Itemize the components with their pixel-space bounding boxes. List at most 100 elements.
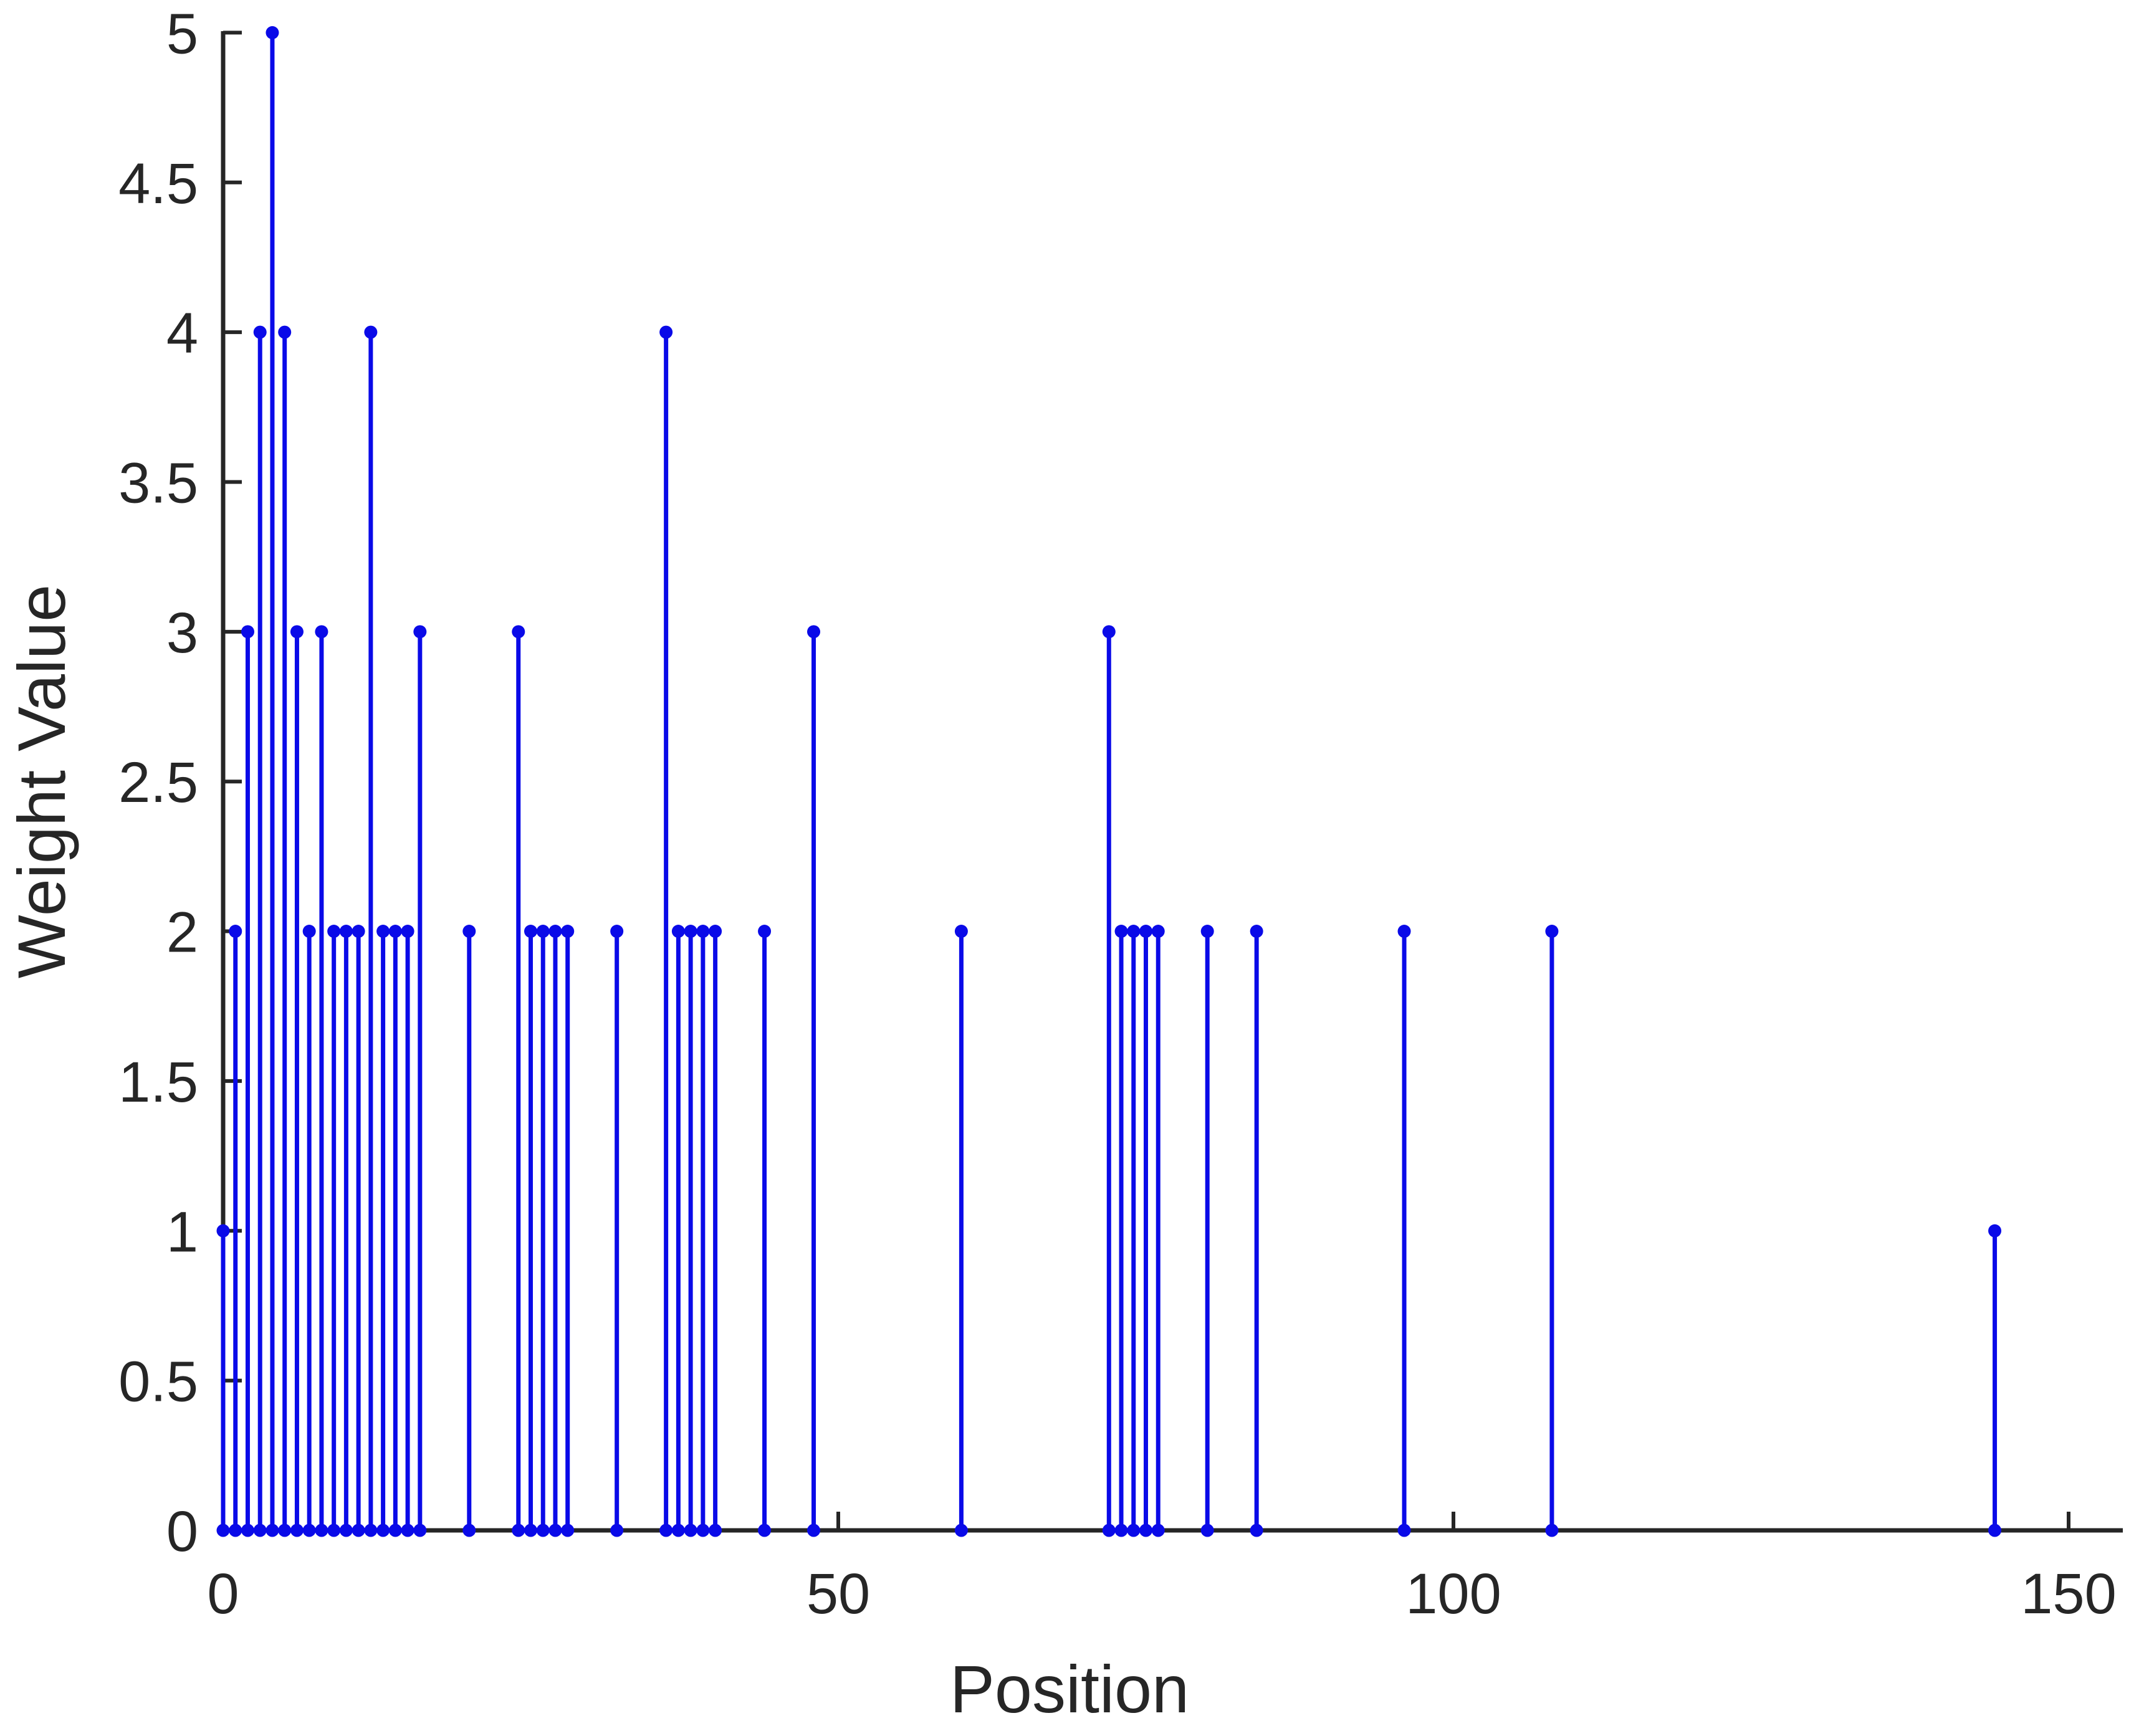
stem-base-marker — [364, 1524, 378, 1537]
y-tick-label: 4 — [166, 302, 198, 365]
stem-base-marker — [376, 1524, 390, 1537]
stem-base-marker — [1102, 1524, 1116, 1537]
stem-base-marker — [241, 1524, 254, 1537]
stem-base-marker — [709, 1524, 722, 1537]
stem-top-marker — [401, 925, 414, 938]
stem-top-marker — [364, 325, 378, 339]
stem-top-marker — [709, 925, 722, 938]
stem-top-marker — [1200, 925, 1214, 938]
stem-base-marker — [807, 1524, 821, 1537]
stem-base-marker — [401, 1524, 414, 1537]
stem-base-marker — [1200, 1524, 1214, 1537]
stem-top-marker — [512, 625, 525, 639]
stem-top-marker — [524, 925, 537, 938]
y-tick-label: 3 — [166, 601, 198, 665]
stem-top-marker — [1127, 925, 1141, 938]
stem-base-marker — [339, 1524, 353, 1537]
stem-base-marker — [462, 1524, 476, 1537]
stem-base-marker — [536, 1524, 550, 1537]
y-tick-label: 1 — [166, 1200, 198, 1264]
stem-base-marker — [229, 1524, 242, 1537]
stem-base-marker — [758, 1524, 772, 1537]
stem-base-marker — [266, 1524, 279, 1537]
stem-base-marker — [684, 1524, 697, 1537]
stem-top-marker — [302, 925, 316, 938]
stem-top-marker — [684, 925, 697, 938]
x-tick-label: 100 — [1405, 1562, 1501, 1626]
stem-top-marker — [278, 325, 292, 339]
stem-base-marker — [290, 1524, 304, 1537]
stem-top-marker — [462, 925, 476, 938]
stem-base-marker — [278, 1524, 292, 1537]
stem-base-marker — [1139, 1524, 1152, 1537]
stem-top-marker — [388, 925, 402, 938]
stem-top-marker — [548, 925, 562, 938]
y-tick-label: 0 — [166, 1500, 198, 1563]
stem-top-marker — [954, 925, 968, 938]
stem-base-marker — [524, 1524, 537, 1537]
stem-series — [216, 26, 2002, 1537]
stem-base-marker — [315, 1524, 328, 1537]
stem-base-marker — [659, 1524, 673, 1537]
stem-top-marker — [241, 625, 254, 639]
stem-base-marker — [1151, 1524, 1165, 1537]
stem-top-marker — [561, 925, 575, 938]
x-axis-label: Position — [950, 1651, 1189, 1727]
stem-top-marker — [339, 925, 353, 938]
y-tick-label: 0.5 — [118, 1350, 198, 1414]
stem-top-marker — [1139, 925, 1152, 938]
stem-top-marker — [1545, 925, 1559, 938]
stem-top-marker — [758, 925, 772, 938]
stem-base-marker — [696, 1524, 710, 1537]
y-tick-label: 5 — [166, 2, 198, 65]
stem-base-marker — [216, 1524, 230, 1537]
stem-top-marker — [1988, 1224, 2002, 1238]
y-tick-label: 2.5 — [118, 751, 198, 814]
stem-base-marker — [413, 1524, 427, 1537]
stem-top-marker — [671, 925, 685, 938]
stem-top-marker — [807, 625, 821, 639]
stem-base-marker — [1988, 1524, 2002, 1537]
stem-base-marker — [327, 1524, 341, 1537]
stem-top-marker — [216, 1224, 230, 1238]
stem-top-marker — [253, 325, 267, 339]
x-tick-label: 0 — [207, 1562, 239, 1626]
stem-base-marker — [954, 1524, 968, 1537]
stem-top-marker — [266, 26, 279, 39]
y-tick-label: 1.5 — [118, 1051, 198, 1114]
stem-top-marker — [290, 625, 304, 639]
stem-top-marker — [696, 925, 710, 938]
stem-base-marker — [1250, 1524, 1263, 1537]
stem-base-marker — [671, 1524, 685, 1537]
stem-base-marker — [388, 1524, 402, 1537]
stem-base-marker — [512, 1524, 525, 1537]
y-tick-label: 4.5 — [118, 152, 198, 216]
stem-top-marker — [327, 925, 341, 938]
y-axis-label: Weight Value — [4, 584, 79, 978]
stem-top-marker — [610, 925, 624, 938]
x-tick-label: 50 — [806, 1562, 870, 1626]
stem-base-marker — [253, 1524, 267, 1537]
stem-base-marker — [302, 1524, 316, 1537]
stem-top-marker — [315, 625, 328, 639]
y-tick-label: 2 — [166, 901, 198, 965]
stem-base-marker — [1545, 1524, 1559, 1537]
stem-top-marker — [1114, 925, 1128, 938]
stem-base-marker — [1114, 1524, 1128, 1537]
stem-top-marker — [352, 925, 365, 938]
stem-base-marker — [610, 1524, 624, 1537]
y-tick-label: 3.5 — [118, 451, 198, 515]
stem-top-marker — [659, 325, 673, 339]
stem-top-marker — [376, 925, 390, 938]
stem-top-marker — [1397, 925, 1411, 938]
stem-top-marker — [1151, 925, 1165, 938]
stem-top-marker — [536, 925, 550, 938]
stem-top-marker — [1250, 925, 1263, 938]
stem-base-marker — [561, 1524, 575, 1537]
stem-base-marker — [1397, 1524, 1411, 1537]
stem-top-marker — [229, 925, 242, 938]
stem-base-marker — [548, 1524, 562, 1537]
stem-base-marker — [1127, 1524, 1141, 1537]
